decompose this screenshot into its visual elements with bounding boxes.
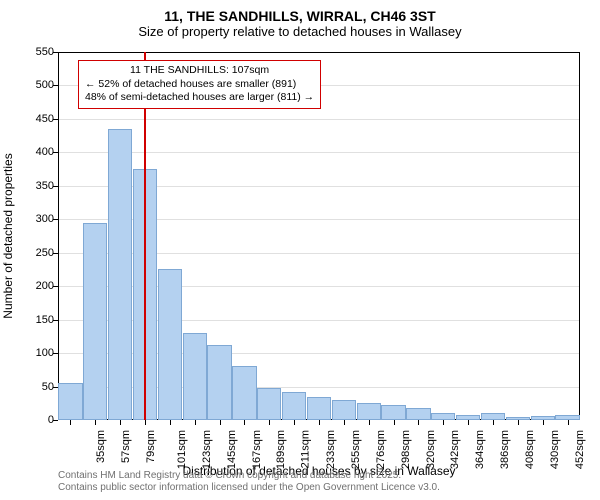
y-tick-label: 300 [36, 213, 54, 225]
y-tick-mark [53, 119, 58, 120]
y-tick-label: 550 [36, 46, 54, 58]
y-tick-mark [53, 353, 58, 354]
x-tick-label: 189sqm [276, 430, 288, 469]
y-tick-label: 100 [36, 347, 54, 359]
x-tick-label: 123sqm [201, 430, 213, 469]
footer-line2: Contains public sector information licen… [58, 482, 440, 494]
chart-title-main: 11, THE SANDHILLS, WIRRAL, CH46 3ST [0, 0, 600, 24]
y-tick-label: 150 [36, 314, 54, 326]
histogram-bar [83, 223, 107, 420]
y-tick-mark [53, 387, 58, 388]
x-tick-mark [344, 420, 345, 425]
x-tick-mark [120, 420, 121, 425]
x-tick-label: 211sqm [300, 430, 312, 468]
x-tick-label: 233sqm [325, 430, 337, 469]
histogram-bar [207, 345, 231, 420]
histogram-bar [257, 388, 281, 420]
y-axis-label: Number of detached properties [1, 153, 15, 318]
y-tick-label: 400 [36, 146, 54, 158]
histogram-bar [332, 400, 356, 420]
x-tick-mark [220, 420, 221, 425]
x-tick-mark [95, 420, 96, 425]
x-tick-label: 430sqm [549, 430, 561, 469]
x-tick-mark [369, 420, 370, 425]
y-tick-mark [53, 420, 58, 421]
x-tick-label: 408sqm [524, 430, 536, 469]
histogram-bar [183, 333, 207, 420]
y-tick-label: 250 [36, 247, 54, 259]
chart-area: Number of detached properties Distributi… [58, 52, 580, 420]
x-tick-mark [518, 420, 519, 425]
x-tick-label: 364sqm [474, 430, 486, 469]
x-tick-label: 57sqm [120, 430, 132, 463]
x-tick-mark [443, 420, 444, 425]
x-tick-mark [418, 420, 419, 425]
x-tick-mark [394, 420, 395, 425]
x-tick-label: 167sqm [251, 430, 263, 469]
histogram-bar [108, 129, 132, 420]
histogram-bar [158, 269, 182, 420]
x-tick-mark [468, 420, 469, 425]
x-tick-label: 79sqm [145, 430, 157, 463]
histogram-bar [58, 383, 82, 420]
y-tick-mark [53, 320, 58, 321]
x-tick-mark [170, 420, 171, 425]
x-tick-mark [195, 420, 196, 425]
footer-attribution: Contains HM Land Registry data © Crown c… [58, 470, 440, 494]
histogram-bar [357, 403, 381, 420]
x-tick-label: 452sqm [574, 430, 586, 469]
y-tick-label: 450 [36, 113, 54, 125]
x-tick-mark [269, 420, 270, 425]
chart-container: 11, THE SANDHILLS, WIRRAL, CH46 3ST Size… [0, 0, 600, 500]
histogram-bar [282, 392, 306, 420]
y-tick-mark [53, 186, 58, 187]
x-tick-label: 35sqm [95, 430, 107, 463]
x-tick-mark [145, 420, 146, 425]
x-tick-mark [244, 420, 245, 425]
x-tick-mark [543, 420, 544, 425]
histogram-bar [406, 408, 430, 420]
x-tick-mark [493, 420, 494, 425]
y-tick-mark [53, 219, 58, 220]
x-tick-label: 298sqm [400, 430, 412, 469]
y-tick-mark [53, 152, 58, 153]
annotation-box: 11 THE SANDHILLS: 107sqm ← 52% of detach… [78, 60, 321, 109]
histogram-bar [381, 405, 405, 420]
x-tick-mark [568, 420, 569, 425]
histogram-bar [307, 397, 331, 420]
y-tick-mark [53, 85, 58, 86]
x-tick-label: 101sqm [176, 430, 188, 469]
y-tick-label: 350 [36, 180, 54, 192]
annotation-line3: 48% of semi-detached houses are larger (… [85, 91, 314, 105]
x-tick-mark [319, 420, 320, 425]
y-tick-label: 500 [36, 79, 54, 91]
x-tick-label: 255sqm [350, 430, 362, 469]
y-tick-mark [53, 52, 58, 53]
x-tick-label: 342sqm [450, 430, 462, 469]
x-tick-mark [70, 420, 71, 425]
footer-line1: Contains HM Land Registry data © Crown c… [58, 470, 440, 482]
x-tick-label: 320sqm [425, 430, 437, 469]
chart-title-sub: Size of property relative to detached ho… [0, 24, 600, 43]
annotation-line2: ← 52% of detached houses are smaller (89… [85, 78, 314, 92]
annotation-line1: 11 THE SANDHILLS: 107sqm [85, 64, 314, 78]
histogram-bar [481, 413, 505, 420]
x-tick-label: 145sqm [226, 430, 238, 469]
x-tick-label: 386sqm [499, 430, 511, 469]
y-tick-mark [53, 253, 58, 254]
y-tick-label: 200 [36, 280, 54, 292]
histogram-bar [232, 366, 256, 420]
histogram-bar [431, 413, 455, 420]
x-tick-label: 276sqm [375, 430, 387, 469]
y-tick-mark [53, 286, 58, 287]
x-tick-mark [294, 420, 295, 425]
